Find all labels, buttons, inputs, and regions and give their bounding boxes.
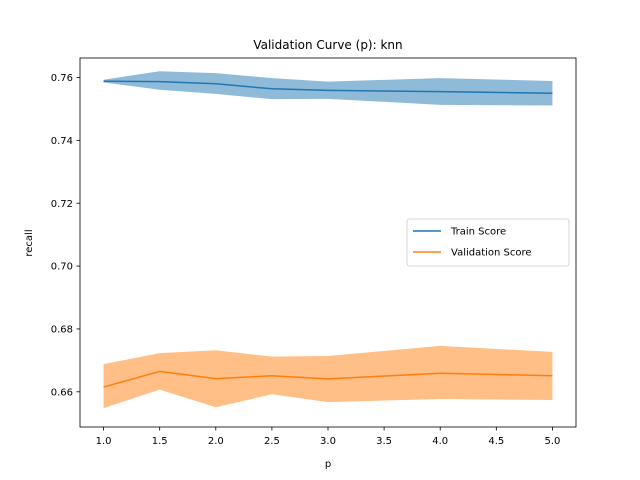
- series-line-0: [103, 80, 553, 94]
- y-tick-label: 0.74: [51, 136, 73, 147]
- x-tick-label: 5.0: [544, 436, 560, 447]
- legend-label-1: Validation Score: [451, 248, 532, 259]
- confidence-bands: [103, 71, 553, 409]
- x-axis-label: p: [325, 459, 331, 470]
- chart-title: Validation Curve (p): knn: [253, 38, 402, 52]
- x-tick-label: 3.0: [320, 436, 336, 447]
- x-axis-ticks: 1.0 1.5 2.0 2.5 3.0 3.5 4.0 4.5 5.0: [96, 427, 560, 447]
- x-tick-label: 3.5: [376, 436, 392, 447]
- x-tick-label: 1.5: [152, 436, 168, 447]
- legend-box: [406, 218, 570, 267]
- y-tick-label: 0.66: [51, 387, 73, 398]
- y-tick-label: 0.72: [51, 199, 73, 210]
- y-tick-label: 0.76: [51, 73, 73, 84]
- y-axis-label: recall: [24, 229, 35, 256]
- series-line-1: [103, 370, 553, 388]
- legend: Train Score Validation Score: [406, 218, 570, 267]
- series-band-1: [103, 345, 553, 409]
- x-tick-label: 4.0: [432, 436, 448, 447]
- y-tick-label: 0.70: [51, 262, 73, 273]
- legend-label-0: Train Score: [450, 227, 506, 238]
- y-tick-label: 0.68: [51, 325, 73, 336]
- x-tick-label: 2.5: [264, 436, 280, 447]
- series-lines: [103, 80, 553, 388]
- y-axis-ticks: 0.66 0.68 0.70 0.72 0.74 0.76: [51, 73, 80, 398]
- series-band-0: [103, 71, 553, 106]
- x-tick-label: 4.5: [488, 436, 504, 447]
- x-tick-label: 2.0: [208, 436, 224, 447]
- x-tick-label: 1.0: [96, 436, 112, 447]
